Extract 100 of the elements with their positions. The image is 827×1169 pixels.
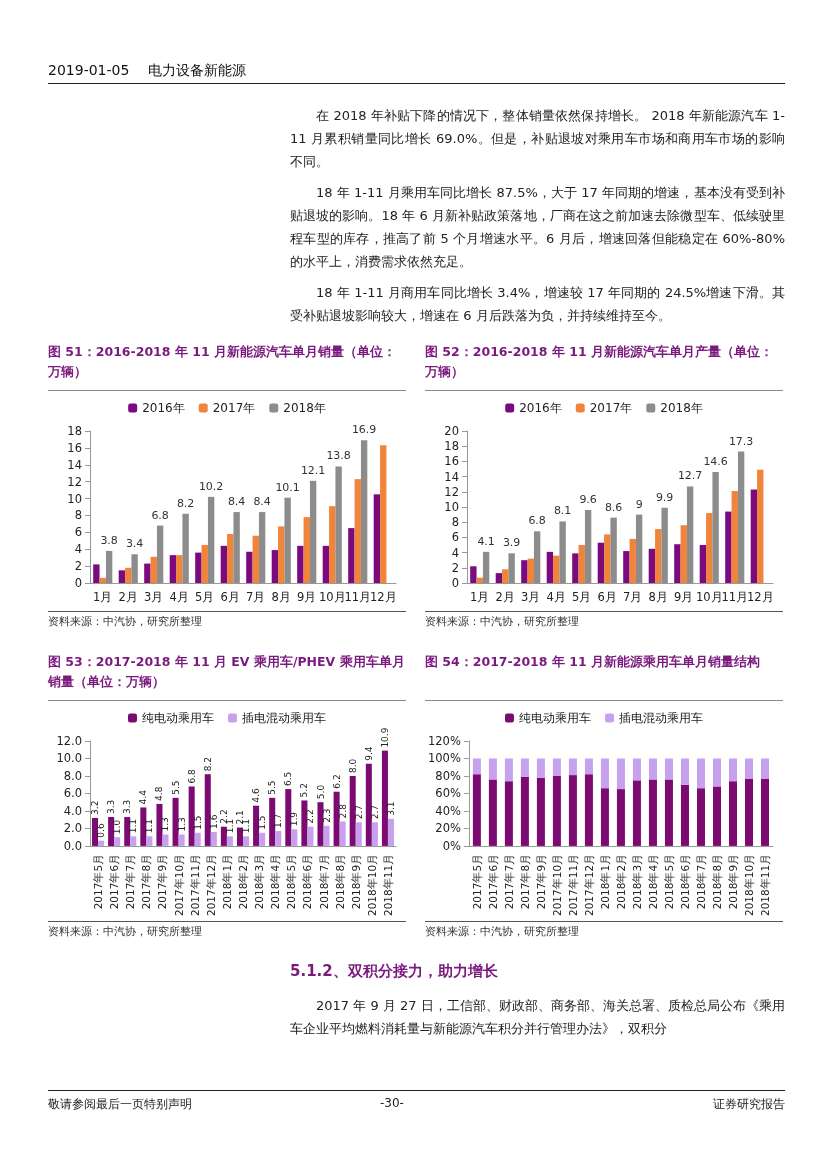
data-label: 2.7 <box>369 804 380 820</box>
x-tick-label: 2017年10月 <box>550 853 563 917</box>
x-tick-label: 2018年8月 <box>710 853 723 910</box>
bar <box>552 758 561 776</box>
text: 资料来源：中汽协，研究所整理 <box>425 921 783 939</box>
bar <box>502 569 509 583</box>
bar <box>568 775 577 846</box>
data-label: 4.6 <box>251 788 262 803</box>
bar <box>333 791 340 846</box>
y-tick-label: 0 <box>74 576 82 590</box>
data-label: 3.3 <box>122 799 133 815</box>
x-tick-label: 2017年8月 <box>140 853 153 910</box>
bar <box>520 776 529 846</box>
text: 证券研究报告 <box>713 1096 785 1113</box>
x-tick-label: 10月 <box>318 590 346 604</box>
x-tick-label: 8月 <box>271 590 291 604</box>
bar <box>584 758 593 775</box>
bar <box>99 577 106 583</box>
bar <box>527 558 534 583</box>
bar <box>648 548 656 583</box>
bar <box>156 803 163 846</box>
x-tick-label: 2018年7月 <box>317 853 330 910</box>
data-label: 1.3 <box>160 817 171 832</box>
x-tick-label: 2017年9月 <box>156 853 169 910</box>
x-tick-label: 7月 <box>246 590 266 604</box>
data-label: 8.4 <box>253 495 271 509</box>
bar <box>380 445 387 583</box>
y-tick-label: 120% <box>427 734 461 748</box>
data-label: 8.1 <box>553 504 572 518</box>
data-label: 1.7 <box>273 813 284 829</box>
data-label: 8.2 <box>202 756 213 772</box>
y-tick-label: 8.0 <box>63 768 82 783</box>
bar <box>354 479 361 583</box>
bar <box>632 780 641 846</box>
bar <box>470 566 477 583</box>
data-label: 1.5 <box>192 815 203 830</box>
bar <box>303 517 310 583</box>
bar <box>349 775 356 846</box>
data-label: 2.8 <box>337 803 348 819</box>
data-label: 2.7 <box>353 804 364 820</box>
y-tick-label: 12 <box>444 484 459 499</box>
y-tick-label: 2 <box>74 559 82 574</box>
bar <box>301 800 308 846</box>
bar <box>552 775 561 846</box>
bar <box>546 551 554 583</box>
bar <box>553 555 560 583</box>
x-tick-label: 2017年6月 <box>486 853 499 910</box>
bar <box>600 758 609 789</box>
bar <box>140 807 147 846</box>
text: 18 年 1-11 月乘用车同比增长 87.5%，大于 17 年同期的增速，基本没有受到补贴退坡的影响。18 年 6 月新补贴政策落地，厂商在这之前加速去除微型车、低续驶里程车型的库存，推高了前 5 个月增速水平。6 月后，增速回落但能稳定在 60%-80%的水平上，消费需求依然充足。 <box>290 184 785 271</box>
x-tick-label: 11月 <box>721 590 749 604</box>
bar <box>472 758 481 775</box>
bar <box>317 802 324 846</box>
data-label: 6.8 <box>186 768 197 784</box>
legend-label: 纯电动乘用车 <box>519 711 591 725</box>
data-label: 12.7 <box>677 469 703 483</box>
legend-label: 2017年 <box>589 401 633 415</box>
bar <box>339 821 346 846</box>
bar <box>124 817 131 846</box>
bar <box>616 758 625 790</box>
bar <box>269 797 276 846</box>
bar <box>201 545 208 583</box>
bar <box>144 563 151 583</box>
x-tick-label: 4月 <box>169 590 189 604</box>
y-tick-label: 14 <box>67 457 82 472</box>
y-tick-label: 0.0 <box>63 838 82 853</box>
legend-label: 2016年 <box>142 401 185 415</box>
y-tick-label: 6.0 <box>63 786 82 801</box>
x-tick-label: 2月 <box>495 590 515 604</box>
y-tick-label: 4 <box>451 545 459 560</box>
bar <box>284 497 291 583</box>
bar <box>285 789 292 846</box>
data-label: 13.8 <box>326 449 351 463</box>
x-tick-label: 11月 <box>344 590 372 604</box>
y-tick-label: 40% <box>435 803 461 818</box>
data-label: 2.3 <box>321 808 332 823</box>
data-label: 3.2 <box>90 800 101 815</box>
x-tick-label: 9月 <box>674 590 694 604</box>
data-label: 9.6 <box>579 493 597 507</box>
x-tick-label: 3月 <box>144 590 164 604</box>
data-label: 8.6 <box>604 500 623 514</box>
data-label: 9.9 <box>655 490 674 504</box>
data-label: 1.9 <box>289 811 300 827</box>
legend-label: 2017年 <box>212 401 256 415</box>
bar <box>661 507 668 583</box>
y-tick-label: 8 <box>451 515 459 530</box>
x-tick-label: 2018年6月 <box>301 853 314 910</box>
bar <box>616 789 625 846</box>
bar <box>648 758 657 780</box>
bar <box>169 555 177 583</box>
data-label: 9.4 <box>363 746 374 761</box>
bar <box>371 822 378 846</box>
x-tick-label: 5月 <box>195 590 215 604</box>
bar <box>572 553 579 583</box>
data-label: 3.8 <box>100 533 118 547</box>
bar <box>98 840 105 846</box>
bar <box>355 822 362 846</box>
data-label: 1.1 <box>128 818 139 834</box>
legend-label: 2018年 <box>283 401 326 415</box>
data-label: 0.6 <box>96 823 107 838</box>
